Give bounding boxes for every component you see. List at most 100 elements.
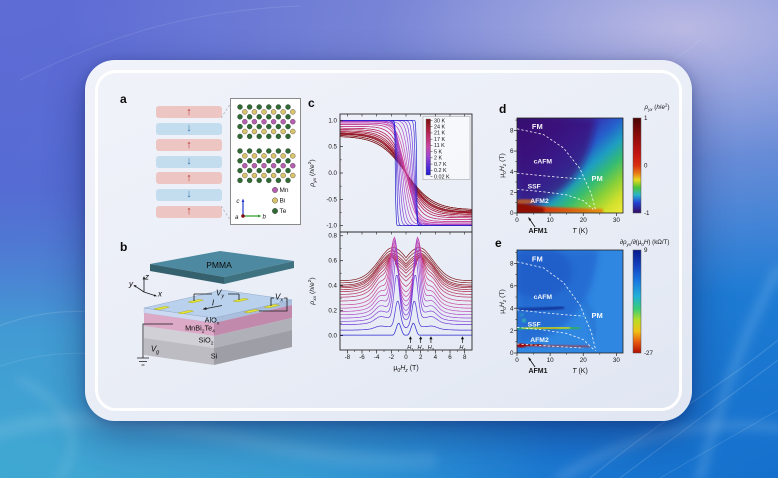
atom-bi <box>251 172 258 179</box>
rho-yx-axis-label: ρyx (h/e2) <box>307 159 318 187</box>
atom-te <box>256 148 262 154</box>
atom-bi <box>261 153 267 159</box>
panel-label-a: a <box>120 92 127 106</box>
rho-xx-curve <box>340 300 472 331</box>
soft-streaks <box>0 265 778 478</box>
atom-te <box>285 114 291 120</box>
stack-top-face <box>143 289 293 319</box>
atom-te <box>275 104 282 110</box>
region-label-fm: FM <box>532 122 543 131</box>
x-tick-label: -8 <box>345 354 351 361</box>
legend-dot-bi <box>272 197 278 204</box>
y-tick-label: 0.4 <box>328 283 337 290</box>
x-tick-label: 0 <box>515 357 519 364</box>
atom-te <box>285 177 291 184</box>
y-tick-label: 1.0 <box>328 117 337 124</box>
x-tick-label: 6 <box>448 354 452 361</box>
axes-lines <box>135 279 156 296</box>
atom-te <box>246 123 253 130</box>
x-tick-label: 30 <box>613 357 621 364</box>
atom-te <box>256 123 262 130</box>
vx-label: Vx <box>275 292 283 303</box>
h-marker-arrowhead <box>419 336 423 340</box>
afm1-arrowhead <box>528 217 532 221</box>
phase-boundary <box>516 309 584 317</box>
legend-entry: 11 K <box>434 143 445 149</box>
atom-mn <box>242 163 248 169</box>
atom-te <box>237 133 243 140</box>
region-label-ssf: SSF <box>528 184 541 191</box>
region-label-ssf: SSF <box>528 321 541 328</box>
bg-streak <box>555 420 778 478</box>
rho-yx-curve <box>340 124 472 222</box>
region-label-pm: PM <box>592 311 603 320</box>
afm-layer-up: ↑ <box>156 205 222 218</box>
rho-xx-axis-label: ρxx (h/e2) <box>307 277 318 305</box>
atom-te <box>237 104 243 110</box>
bg-streak <box>19 5 301 81</box>
transition-field-markers: H1 H2 H3 H4 <box>407 336 466 352</box>
heatmap-d-orange-blob <box>517 199 535 204</box>
rho-xx-curve <box>340 256 472 295</box>
field-axis-label: μ0Hz (T) <box>499 289 508 314</box>
down-arrow-icon: ↓ <box>186 188 192 201</box>
axes-c: -1.0 -0.5 0.0 0.5 1.0 0.0 0.2 0.4 0.6 0.8 -8 -6 -4 -2… <box>307 113 473 374</box>
atom-te <box>246 104 253 110</box>
atom-mn <box>280 163 286 169</box>
atom-bi <box>261 109 267 115</box>
legend-label-mn: Mn <box>280 187 289 194</box>
atom-bi <box>280 172 286 179</box>
legend-entry: 30 K <box>434 118 445 124</box>
legend-entry: 24 K <box>434 125 445 131</box>
atom-bi <box>280 153 286 159</box>
phase-diagram-derivative: 0 10 20 30 0 2 4 6 8 FM cAFM SSF AFM2 PM AFM1 T (K) μ0Hz… <box>499 239 670 375</box>
heatmap-e-teal-dot <box>522 318 526 323</box>
device-drawing <box>133 251 294 366</box>
colorbar-title: ρyx (h/e2) <box>644 102 670 111</box>
field-axis-label: μ0Hz (T) <box>393 365 418 374</box>
afm-layer-down: ↓ <box>156 188 222 201</box>
b-axis-arrowhead <box>258 214 262 218</box>
rho-xx-curve <box>340 256 472 292</box>
atom-te <box>285 167 291 174</box>
y-tick-label: 2 <box>510 190 514 197</box>
region-label-cafm: cAFM <box>534 158 553 165</box>
atom-bi <box>290 128 296 135</box>
atom-te <box>266 104 272 110</box>
x-tick-label: 8 <box>463 354 467 361</box>
region-label-afm2: AFM2 <box>530 337 549 344</box>
rich-text-part: I <box>211 298 215 307</box>
atom-bi <box>242 172 248 179</box>
y-tick-label: 6 <box>510 283 514 290</box>
heatmap-d-afm1-dark <box>517 202 544 213</box>
bg-streak <box>619 359 778 478</box>
rho-xx-curve <box>340 255 472 289</box>
rich-text-part: V <box>150 344 157 354</box>
h-marker-arrowhead <box>408 336 412 340</box>
region-label-pm: PM <box>592 174 603 183</box>
rich-text-part: x <box>280 296 284 303</box>
rho-xx-curve <box>340 248 472 302</box>
rho-xx-curve <box>340 322 472 336</box>
atom-te <box>266 133 272 140</box>
x-tick-label: -4 <box>374 354 380 361</box>
up-arrow-icon: ↑ <box>186 105 192 118</box>
rich-text-part: x <box>158 289 162 299</box>
vx-wires <box>259 297 288 312</box>
atom-te <box>285 133 291 140</box>
heatmap-e <box>517 250 623 353</box>
electrodes <box>153 298 280 315</box>
rho-xx-curve <box>340 236 472 312</box>
afm1-arrowhead <box>528 357 532 361</box>
y-tick-label: 0.6 <box>328 258 337 265</box>
y-tick-label: 8 <box>510 128 514 135</box>
atom-bi <box>242 128 248 135</box>
h-marker-arrowhead <box>429 336 433 340</box>
atom-mn <box>290 163 296 169</box>
field-axis-label: μ0Hz (T) <box>499 153 508 178</box>
atom-te <box>266 123 272 130</box>
y-tick-label: -0.5 <box>326 196 337 203</box>
rich-text-part: V <box>274 292 281 302</box>
phase-boundary <box>516 343 584 349</box>
